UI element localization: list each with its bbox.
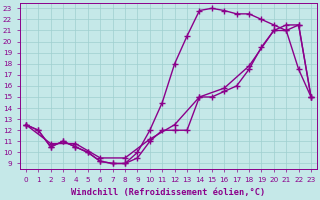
X-axis label: Windchill (Refroidissement éolien,°C): Windchill (Refroidissement éolien,°C) — [71, 188, 266, 197]
